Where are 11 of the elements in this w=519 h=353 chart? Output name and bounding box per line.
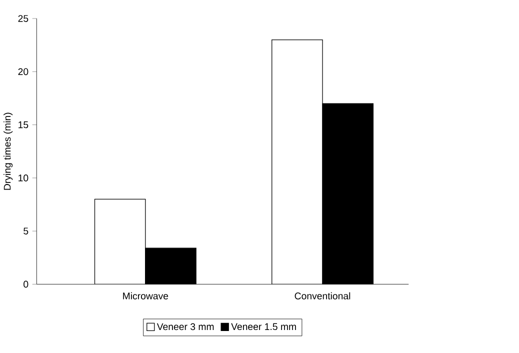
y-tick-label: 15 — [18, 121, 28, 128]
y-axis-title: Drying times (min) — [4, 112, 13, 190]
x-tick-label: Conventional — [294, 292, 350, 300]
legend-label: Veneer 3 mm — [156, 323, 214, 330]
y-tick-label: 10 — [18, 174, 28, 182]
y-tick-label: 25 — [18, 14, 28, 22]
x-tick-label: Microwave — [123, 292, 168, 300]
y-tick-label: 20 — [18, 68, 28, 75]
legend-label: Veneer 1.5 mm — [231, 323, 296, 330]
y-tick-label: 5 — [24, 227, 28, 234]
y-tick-label: 0 — [24, 280, 28, 288]
